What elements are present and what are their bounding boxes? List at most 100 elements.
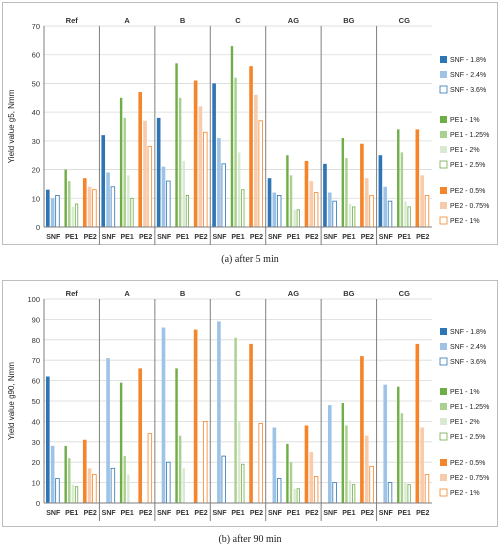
bar-B-PE1-2 bbox=[182, 468, 185, 503]
x-tick-label: SNF bbox=[46, 234, 61, 241]
bar-CG-PE2-1 bbox=[420, 427, 424, 503]
bar-B-PE1-0 bbox=[175, 368, 178, 503]
legend-swatch bbox=[440, 388, 447, 395]
bar-BG-PE1-1 bbox=[345, 158, 348, 227]
group-label: Ref bbox=[66, 289, 79, 298]
bar-AG-SNF-2 bbox=[276, 195, 282, 228]
bar-C-PE2-2 bbox=[258, 423, 263, 504]
y-axis-label: Yield value g5, Nmm bbox=[7, 89, 16, 163]
y-axis-label: Yield value g90, Nmm bbox=[7, 362, 16, 440]
bar-AG-PE2-2 bbox=[313, 476, 319, 504]
bar-AG-PE2-1 bbox=[309, 181, 314, 227]
bar-A-SNF-0 bbox=[101, 135, 106, 227]
x-tick-label: SNF bbox=[102, 234, 117, 241]
bar-AG-SNF-1 bbox=[272, 427, 277, 503]
x-tick-label: PE2 bbox=[139, 234, 152, 241]
chart-panel-a: 0 10 20 30 40 50 60 70 Yield value g5, Nmm Ref SNF… bbox=[0, 0, 500, 270]
bar-A-PE2-2 bbox=[147, 146, 153, 228]
x-tick-label: PE1 bbox=[176, 234, 189, 241]
legend-label: PE1 - 2.5% bbox=[450, 434, 485, 441]
bar-CG-PE1-3 bbox=[407, 206, 411, 228]
bar-B-PE1-2 bbox=[182, 160, 185, 227]
bar-CG-PE2-0 bbox=[415, 343, 420, 503]
group-label: CG bbox=[399, 16, 410, 25]
bar-AG-PE2-1 bbox=[309, 452, 314, 503]
bar-A-PE2-2 bbox=[147, 433, 153, 504]
bar-C-PE1-1 bbox=[234, 77, 237, 227]
bar-BG-PE1-2 bbox=[348, 204, 352, 227]
legend-swatch bbox=[439, 488, 448, 497]
bar-Ref-PE2-2 bbox=[92, 189, 97, 228]
bar-C-PE2-1 bbox=[254, 94, 258, 228]
bar-A-SNF-2 bbox=[110, 467, 116, 504]
y-tick-label: 20 bbox=[32, 166, 40, 175]
y-tick-label: 40 bbox=[32, 108, 40, 117]
x-tick-label: SNF bbox=[379, 510, 394, 517]
bar-Ref-PE1-2 bbox=[71, 484, 75, 503]
x-tick-label: PE2 bbox=[84, 234, 97, 241]
y-tick-label: 70 bbox=[32, 22, 40, 31]
bar-B-PE2-1 bbox=[198, 106, 203, 227]
bar-C-PE1-3 bbox=[241, 189, 245, 228]
bar-BG-PE1-3 bbox=[352, 484, 356, 504]
x-tick-label: PE2 bbox=[250, 510, 263, 517]
bar-Ref-PE1-2 bbox=[71, 206, 75, 227]
bar-B-SNF-1 bbox=[161, 327, 166, 503]
chart-frame-a bbox=[2, 2, 498, 245]
legend-label: SNF - 1.8% bbox=[450, 57, 486, 64]
x-tick-label: SNF bbox=[268, 510, 283, 517]
y-tick-label: 0 bbox=[36, 499, 40, 508]
bar-AG-PE2-2 bbox=[313, 192, 319, 228]
bar-Ref-PE2-1 bbox=[87, 186, 92, 227]
bar-Ref-SNF-0 bbox=[46, 189, 50, 227]
bar-Ref-PE1-3 bbox=[74, 486, 79, 504]
bar-Ref-PE1-1 bbox=[68, 181, 71, 227]
x-tick-label: PE1 bbox=[121, 510, 134, 517]
bar-BG-PE2-2 bbox=[369, 465, 374, 504]
bar-CG-PE2-1 bbox=[420, 175, 424, 227]
bar-BG-PE2-0 bbox=[360, 356, 364, 503]
x-tick-label: PE1 bbox=[65, 234, 78, 241]
legend-label: SNF - 3.6% bbox=[450, 87, 486, 94]
x-tick-label: PE1 bbox=[287, 510, 300, 517]
bar-C-PE2-0 bbox=[249, 66, 253, 227]
bar-AG-SNF-1 bbox=[272, 192, 277, 227]
legend-swatch bbox=[440, 474, 447, 481]
y-tick-label: 30 bbox=[32, 438, 40, 447]
bar-CG-PE2-0 bbox=[415, 129, 420, 227]
bar-CG-SNF-2 bbox=[387, 200, 393, 228]
bar-B-SNF-2 bbox=[166, 180, 171, 228]
bar-BG-PE2-1 bbox=[364, 178, 369, 227]
x-tick-label: PE1 bbox=[342, 234, 355, 241]
bar-A-PE1-0 bbox=[119, 382, 123, 503]
bar-A-PE1-3 bbox=[130, 197, 134, 228]
y-tick-label: 90 bbox=[32, 315, 40, 324]
bar-B-PE2-2 bbox=[203, 131, 208, 228]
legend-swatch bbox=[440, 116, 447, 123]
x-tick-label: PE2 bbox=[139, 510, 152, 517]
legend-swatch bbox=[439, 432, 448, 441]
x-tick-label: PE2 bbox=[194, 510, 207, 517]
bar-B-PE2-2 bbox=[203, 420, 208, 504]
bar-AG-PE1-2 bbox=[293, 209, 296, 227]
y-tick-label: 100 bbox=[27, 295, 40, 304]
group-label: B bbox=[180, 16, 186, 25]
bar-Ref-SNF-0 bbox=[46, 376, 50, 503]
bar-Ref-PE2-0 bbox=[82, 439, 87, 503]
y-tick-label: 60 bbox=[32, 377, 40, 386]
legend-swatch bbox=[440, 56, 447, 63]
group-label: A bbox=[124, 16, 130, 25]
bar-CG-PE1-0 bbox=[397, 129, 400, 227]
y-tick-label: 40 bbox=[32, 417, 40, 426]
x-tick-label: PE2 bbox=[84, 510, 97, 517]
bar-CG-PE1-2 bbox=[404, 482, 407, 503]
y-tick-label: 60 bbox=[32, 51, 40, 60]
bar-A-PE1-0 bbox=[119, 97, 123, 228]
x-tick-label: PE1 bbox=[231, 234, 244, 241]
bar-CG-SNF-0 bbox=[378, 155, 383, 227]
x-tick-label: SNF bbox=[268, 234, 283, 241]
bar-BG-SNF-0 bbox=[323, 163, 327, 227]
legend-label: PE1 - 1.25% bbox=[450, 404, 489, 411]
bar-BG-SNF-1 bbox=[327, 192, 332, 227]
x-tick-label: PE2 bbox=[305, 510, 318, 517]
